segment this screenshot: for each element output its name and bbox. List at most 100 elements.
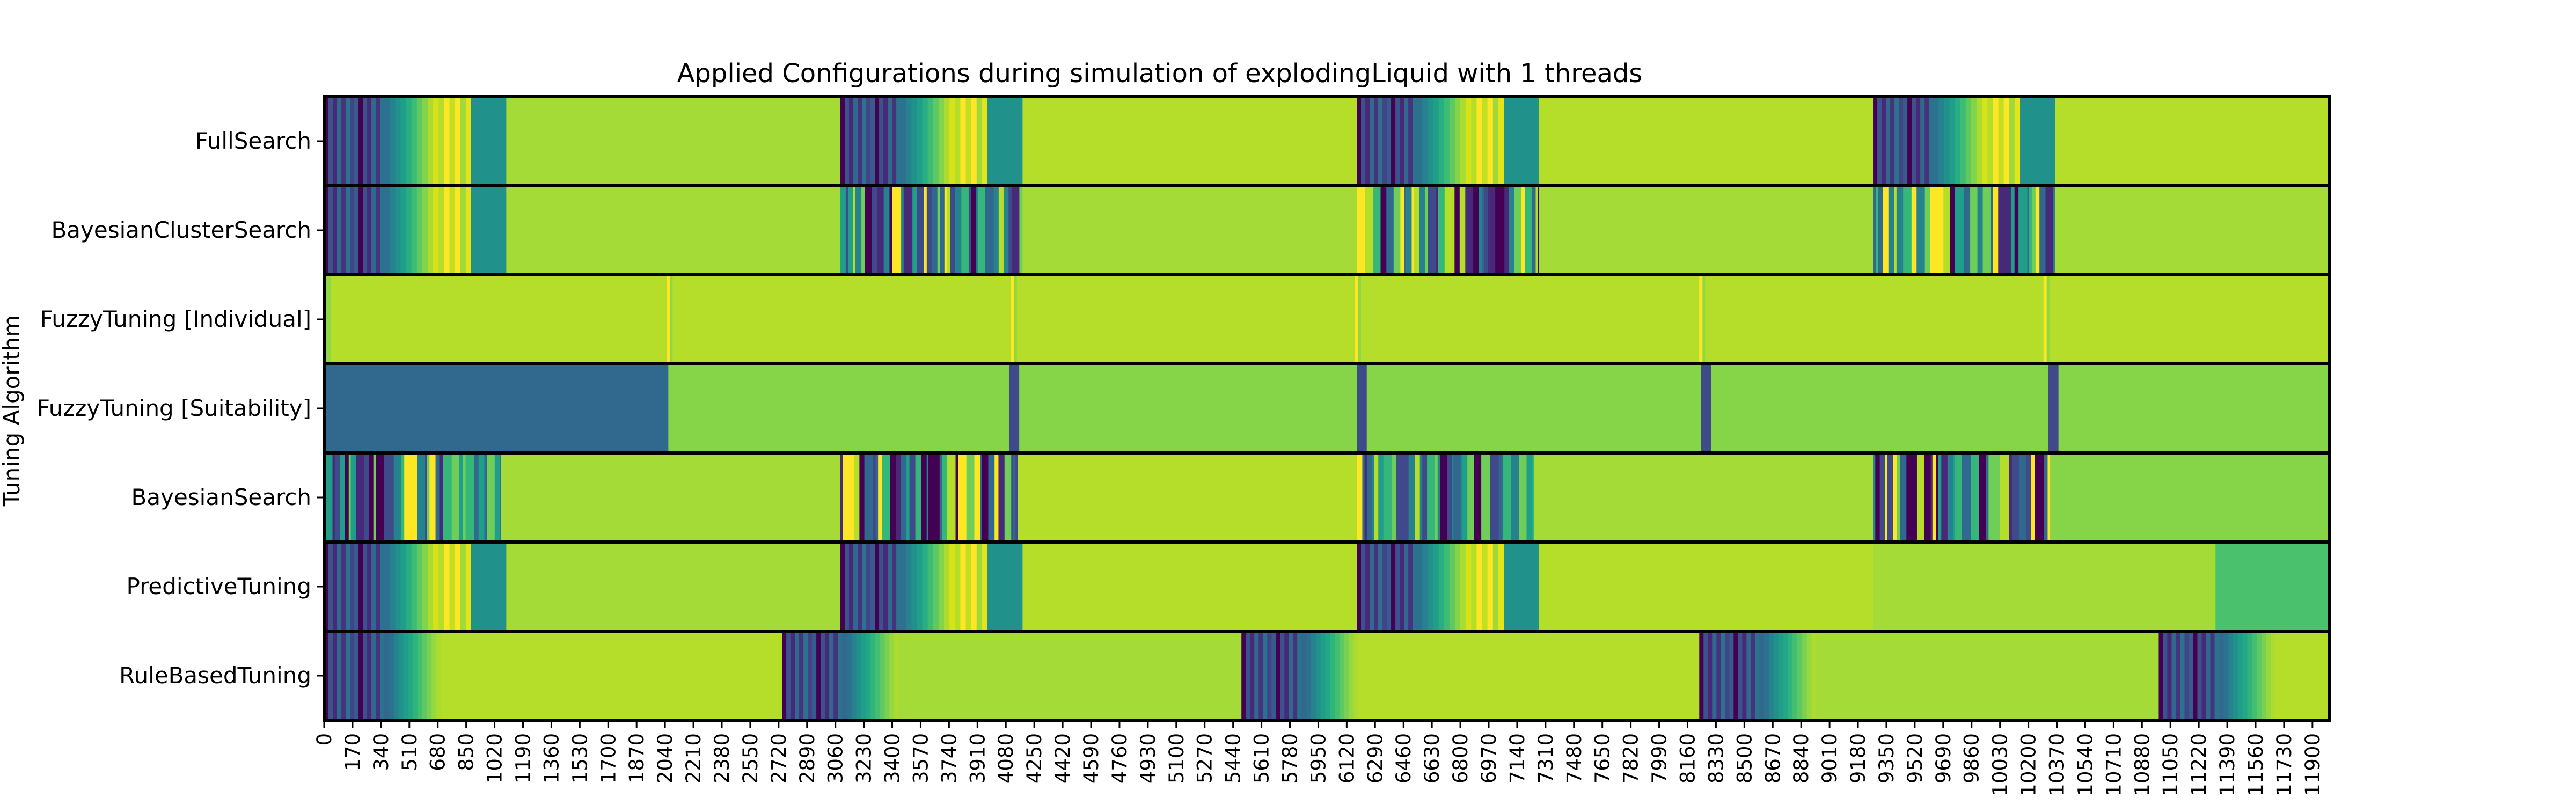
x-tick-label: 3740: [938, 733, 961, 784]
heatmap-cell: [1400, 97, 1404, 186]
heatmap-cell: [1469, 453, 1474, 542]
heatmap-cell: [455, 186, 461, 275]
heatmap-cell: [1425, 186, 1428, 275]
heatmap-cell: [2032, 186, 2036, 275]
heatmap-cell: [478, 453, 485, 542]
heatmap-cell: [1516, 186, 1521, 275]
heatmap-cell: [888, 542, 892, 631]
heatmap-cell: [1392, 453, 1396, 542]
heatmap-cell: [324, 364, 669, 453]
heatmap-cell: [928, 453, 934, 542]
heatmap-cell: [324, 186, 329, 275]
heatmap-cell: [892, 542, 897, 631]
heatmap-cell: [1374, 453, 1379, 542]
heatmap-cell: [1364, 453, 1367, 542]
heatmap-cell: [1422, 453, 1428, 542]
heatmap-cell: [2018, 186, 2028, 275]
heatmap-cell: [1018, 453, 1357, 542]
heatmap-cell: [786, 631, 791, 720]
heatmap-cell: [400, 186, 407, 275]
heatmap-cell: [1924, 186, 1931, 275]
heatmap-cell: [1276, 631, 1280, 720]
heatmap-cell: [411, 97, 418, 186]
heatmap-marker: [667, 275, 670, 364]
heatmap-cell: [1504, 97, 1539, 186]
heatmap-cell: [1539, 97, 1874, 186]
heatmap-cell: [903, 186, 913, 275]
heatmap-cell: [416, 542, 423, 631]
heatmap-cell: [1539, 542, 1874, 631]
heatmap-cell: [861, 186, 866, 275]
heatmap-cell: [1387, 97, 1392, 186]
x-tick-label: 11390: [2216, 733, 2239, 796]
x-tick-label: 9180: [1847, 733, 1870, 784]
heatmap-cell: [345, 453, 349, 542]
heatmap-cell: [431, 631, 437, 720]
heatmap-cell: [350, 97, 355, 186]
x-tick-label: 11560: [2244, 733, 2267, 796]
heatmap-cell: [428, 186, 434, 275]
heatmap-cell: [879, 97, 884, 186]
heatmap-cell: [428, 97, 434, 186]
heatmap-cell: [879, 542, 884, 631]
heatmap-cell: [1414, 186, 1419, 275]
heatmap-cell: [875, 631, 881, 720]
heatmap-cell: [971, 186, 977, 275]
heatmap-cell: [451, 453, 460, 542]
heatmap-cell: [1482, 97, 1488, 186]
heatmap-cell: [460, 542, 466, 631]
x-tick-label: 11900: [2301, 733, 2324, 796]
heatmap-cell: [413, 631, 418, 720]
heatmap-cell: [436, 631, 442, 720]
heatmap-cell: [1372, 453, 1375, 542]
heatmap-cell: [1374, 542, 1379, 631]
heatmap-cell: [851, 631, 857, 720]
heatmap-cell: [406, 542, 412, 631]
heatmap-cell: [367, 97, 372, 186]
heatmap-cell: [2020, 97, 2055, 186]
x-tick-label: 2380: [711, 733, 734, 784]
heatmap-cell: [2027, 186, 2030, 275]
heatmap-cell: [1941, 453, 1948, 542]
heatmap-cell: [1890, 97, 1895, 186]
heatmap-cell: [1473, 186, 1479, 275]
heatmap-cell: [354, 631, 359, 720]
heatmap-cell: [408, 631, 413, 720]
heatmap-cell: [2275, 631, 2330, 720]
heatmap-cell: [944, 97, 950, 186]
heatmap-cell: [438, 542, 444, 631]
heatmap-cell: [1447, 453, 1452, 542]
heatmap-cell: [875, 97, 880, 186]
heatmap-cell: [1471, 97, 1477, 186]
heatmap-cell: [400, 542, 407, 631]
heatmap-cell: [2271, 631, 2276, 720]
heatmap-cell: [1438, 542, 1445, 631]
heatmap-cell: [433, 542, 439, 631]
heatmap-cell: [1390, 186, 1394, 275]
heatmap-cell: [1924, 97, 1929, 186]
heatmap-cell: [1971, 453, 1980, 542]
heatmap-cell: [896, 97, 901, 186]
heatmap-cell: [1008, 186, 1013, 275]
heatmap-cell: [1742, 631, 1747, 720]
heatmap-cell: [1504, 542, 1539, 631]
heatmap-cell: [1022, 542, 1357, 631]
heatmap-cell: [1947, 453, 1951, 542]
heatmap-cell: [917, 542, 923, 631]
heatmap-cell: [1729, 631, 1734, 720]
heatmap-cell: [348, 453, 352, 542]
heatmap-cell: [840, 97, 845, 186]
heatmap-cell: [982, 453, 989, 542]
heatmap-cell: [384, 97, 390, 186]
heatmap-cell: [1906, 453, 1915, 542]
heatmap-cell: [1708, 631, 1713, 720]
y-tick-label: BayesianClusterSearch: [51, 217, 311, 243]
heatmap-cell: [2014, 186, 2019, 275]
heatmap-cell: [875, 542, 880, 631]
x-tick-label: 1530: [568, 733, 591, 784]
heatmap-cell: [1482, 542, 1488, 631]
heatmap-cell: [1011, 453, 1013, 542]
heatmap-cell: [2044, 453, 2048, 542]
heatmap-cell: [1022, 97, 1357, 186]
heatmap-cell: [1374, 97, 1379, 186]
